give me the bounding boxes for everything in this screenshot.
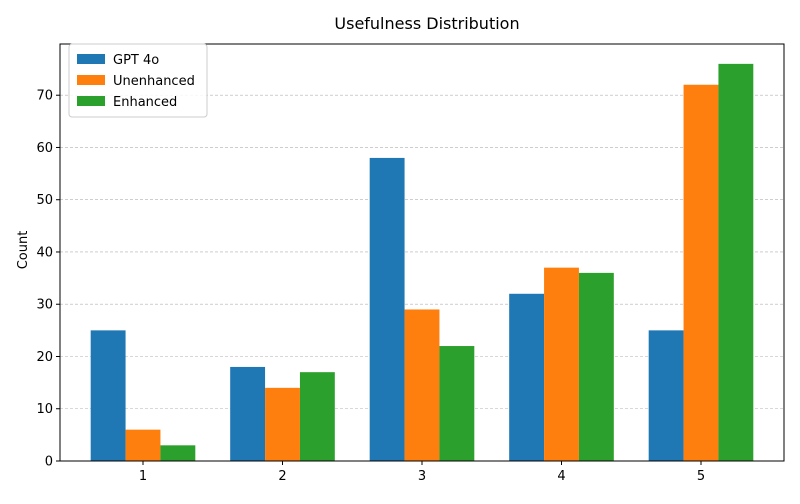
y-tick-label: 70: [36, 89, 53, 104]
bar-gpt-4o-1: [90, 330, 126, 461]
y-tick-label: 50: [36, 193, 53, 208]
bar-enhanced-2: [299, 372, 335, 461]
bar-unenhanced-4: [544, 267, 579, 461]
y-tick-label: 60: [36, 141, 53, 156]
bar-unenhanced-2: [265, 387, 300, 461]
bar-unenhanced-1: [125, 429, 161, 461]
chart-title: Usefulness Distribution: [334, 14, 519, 33]
legend-label: Unenhanced: [113, 74, 195, 89]
legend-swatch: [77, 96, 105, 106]
legend-swatch: [77, 75, 105, 85]
x-tick-label: 4: [557, 469, 565, 484]
bar-gpt-4o-4: [509, 293, 545, 461]
legend-label: GPT 4o: [113, 53, 159, 68]
y-tick-label: 0: [45, 455, 53, 470]
legend: GPT 4o Unenhanced Enhanced: [68, 43, 208, 118]
x-axis-ticks: 1 2 3 4 5: [139, 461, 705, 484]
bar-gpt-4o-2: [230, 366, 266, 461]
y-axis-ticks: 0 10 20 30 40 50 60 70: [36, 89, 60, 470]
y-axis-label: Count: [16, 231, 31, 270]
bar-enhanced-5: [718, 63, 754, 461]
bar-enhanced-4: [578, 272, 614, 461]
bars: [90, 63, 754, 461]
bar-enhanced-1: [160, 445, 196, 461]
bar-unenhanced-3: [404, 309, 440, 461]
x-tick-label: 2: [278, 469, 286, 484]
bar-unenhanced-5: [683, 84, 719, 461]
y-tick-label: 10: [36, 402, 53, 417]
bar-gpt-4o-5: [648, 330, 684, 461]
bar-enhanced-3: [439, 346, 475, 461]
y-tick-label: 20: [36, 350, 53, 365]
legend-swatch: [77, 54, 105, 64]
y-tick-label: 30: [36, 298, 53, 313]
x-tick-label: 3: [418, 469, 426, 484]
bar-gpt-4o-3: [369, 157, 405, 461]
legend-label: Enhanced: [113, 95, 177, 110]
x-tick-label: 1: [139, 469, 147, 484]
x-tick-label: 5: [697, 469, 705, 484]
y-tick-label: 40: [36, 245, 53, 260]
